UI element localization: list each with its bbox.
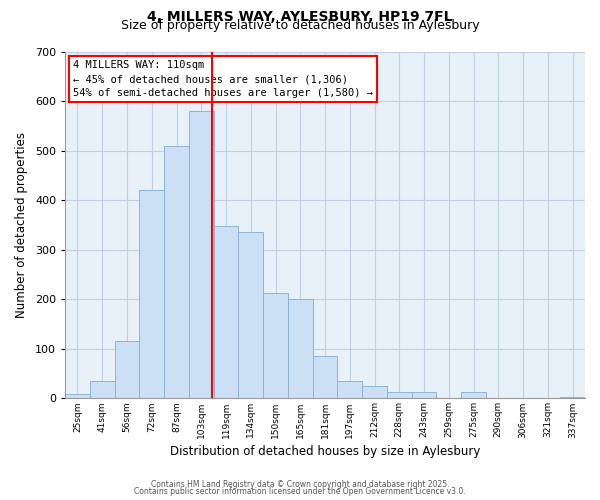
Bar [115, 342, 139, 398]
Text: Size of property relative to detached houses in Aylesbury: Size of property relative to detached ho… [121, 18, 479, 32]
Text: 4, MILLERS WAY, AYLESBURY, HP19 7FL: 4, MILLERS WAY, AYLESBURY, HP19 7FL [147, 10, 453, 24]
Text: Contains public sector information licensed under the Open Government Licence v3: Contains public sector information licen… [134, 487, 466, 496]
Text: 4 MILLERS WAY: 110sqm
← 45% of detached houses are smaller (1,306)
54% of semi-d: 4 MILLERS WAY: 110sqm ← 45% of detached … [73, 60, 373, 98]
Bar [313, 356, 337, 399]
Bar [238, 232, 263, 398]
Bar [288, 300, 313, 398]
Text: Contains HM Land Registry data © Crown copyright and database right 2025.: Contains HM Land Registry data © Crown c… [151, 480, 449, 489]
Y-axis label: Number of detached properties: Number of detached properties [15, 132, 28, 318]
X-axis label: Distribution of detached houses by size in Aylesbury: Distribution of detached houses by size … [170, 444, 480, 458]
Bar [189, 111, 214, 399]
Bar [214, 226, 238, 398]
Bar [387, 392, 412, 398]
Bar [90, 381, 115, 398]
Bar [560, 397, 585, 398]
Bar [164, 146, 189, 398]
Bar [412, 392, 436, 398]
Bar [362, 386, 387, 398]
Bar [139, 190, 164, 398]
Bar [263, 293, 288, 399]
Bar [461, 392, 486, 398]
Bar [65, 394, 90, 398]
Bar [337, 381, 362, 398]
